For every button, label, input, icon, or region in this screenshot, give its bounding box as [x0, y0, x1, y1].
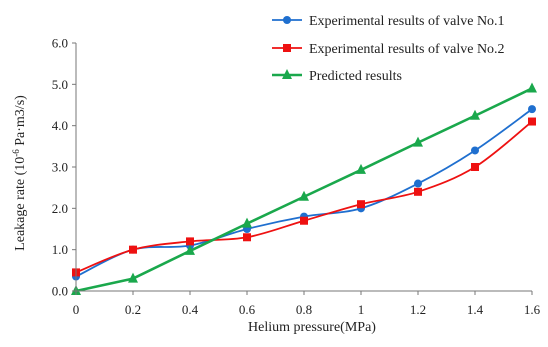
data-point-series-3 [242, 217, 252, 228]
y-tick-label: 5.0 [52, 77, 68, 92]
data-point-series-3 [413, 136, 423, 147]
legend-swatch-marker [283, 44, 291, 52]
data-point-series-2 [129, 245, 137, 254]
series-lines [75, 87, 533, 293]
data-point-series-2 [300, 216, 308, 225]
data-point-series-3 [299, 190, 309, 201]
legend: Experimental results of valve No.1 Experi… [272, 14, 505, 84]
x-tick-label: 0.2 [125, 302, 141, 317]
data-point-series-3 [470, 109, 480, 120]
legend-label: Experimental results of valve No.1 [309, 14, 505, 29]
x-tick-label: 0.6 [239, 302, 256, 317]
x-axis-title: Helium pressure(MPa) [248, 320, 376, 335]
data-point-series-2 [528, 117, 536, 126]
legend-swatch-marker [282, 69, 292, 79]
x-tick-label: 1.2 [410, 302, 426, 317]
legend-swatch-marker [283, 16, 291, 24]
data-point-series-1 [528, 105, 536, 114]
data-point-series-2 [414, 187, 422, 196]
series-line-3 [75, 87, 533, 293]
y-axis-title-suffix: Pa·m3/s) [13, 95, 28, 149]
data-point-series-3 [527, 82, 537, 93]
x-tick-label: 0.4 [182, 302, 199, 317]
data-point-series-1 [471, 146, 479, 155]
y-tick-label: 1.0 [52, 242, 68, 257]
y-tick-label: 3.0 [52, 160, 68, 175]
y-axis-title-exponent: -6 [11, 149, 21, 157]
data-point-series-3 [128, 272, 138, 283]
y-tick-label: 6.0 [52, 36, 68, 51]
x-tick-label: 1.6 [524, 302, 541, 317]
legend-label: Predicted results [309, 69, 402, 84]
tick-labels: 0.0 1.0 2.0 3.0 4.0 5.0 6.0 0 0.2 0.4 0.6 0.8 1 1.2 1.… [52, 36, 541, 318]
y-tick-label: 0.0 [52, 284, 68, 299]
y-axis-title: Leakage rate (10-6 Pa·m3/s) [11, 95, 28, 251]
y-tick-label: 4.0 [52, 118, 68, 133]
y-tick-label: 2.0 [52, 201, 68, 216]
x-tick-label: 0 [73, 302, 80, 317]
data-point-series-2 [357, 200, 365, 209]
y-axis-title-prefix: Leakage rate (10 [13, 157, 28, 251]
data-point-series-2 [471, 163, 479, 171]
data-point-series-2 [186, 237, 194, 246]
data-point-series-3 [185, 244, 195, 255]
x-tick-label: 1.4 [467, 302, 484, 317]
data-point-series-3 [356, 163, 366, 174]
series-markers [71, 82, 537, 295]
axes [72, 42, 533, 295]
data-point-series-1 [414, 179, 422, 188]
x-tick-label: 1 [358, 302, 365, 317]
legend-label: Experimental results of valve No.2 [309, 42, 505, 57]
data-point-series-2 [243, 233, 251, 242]
x-tick-label: 0.8 [296, 302, 312, 317]
